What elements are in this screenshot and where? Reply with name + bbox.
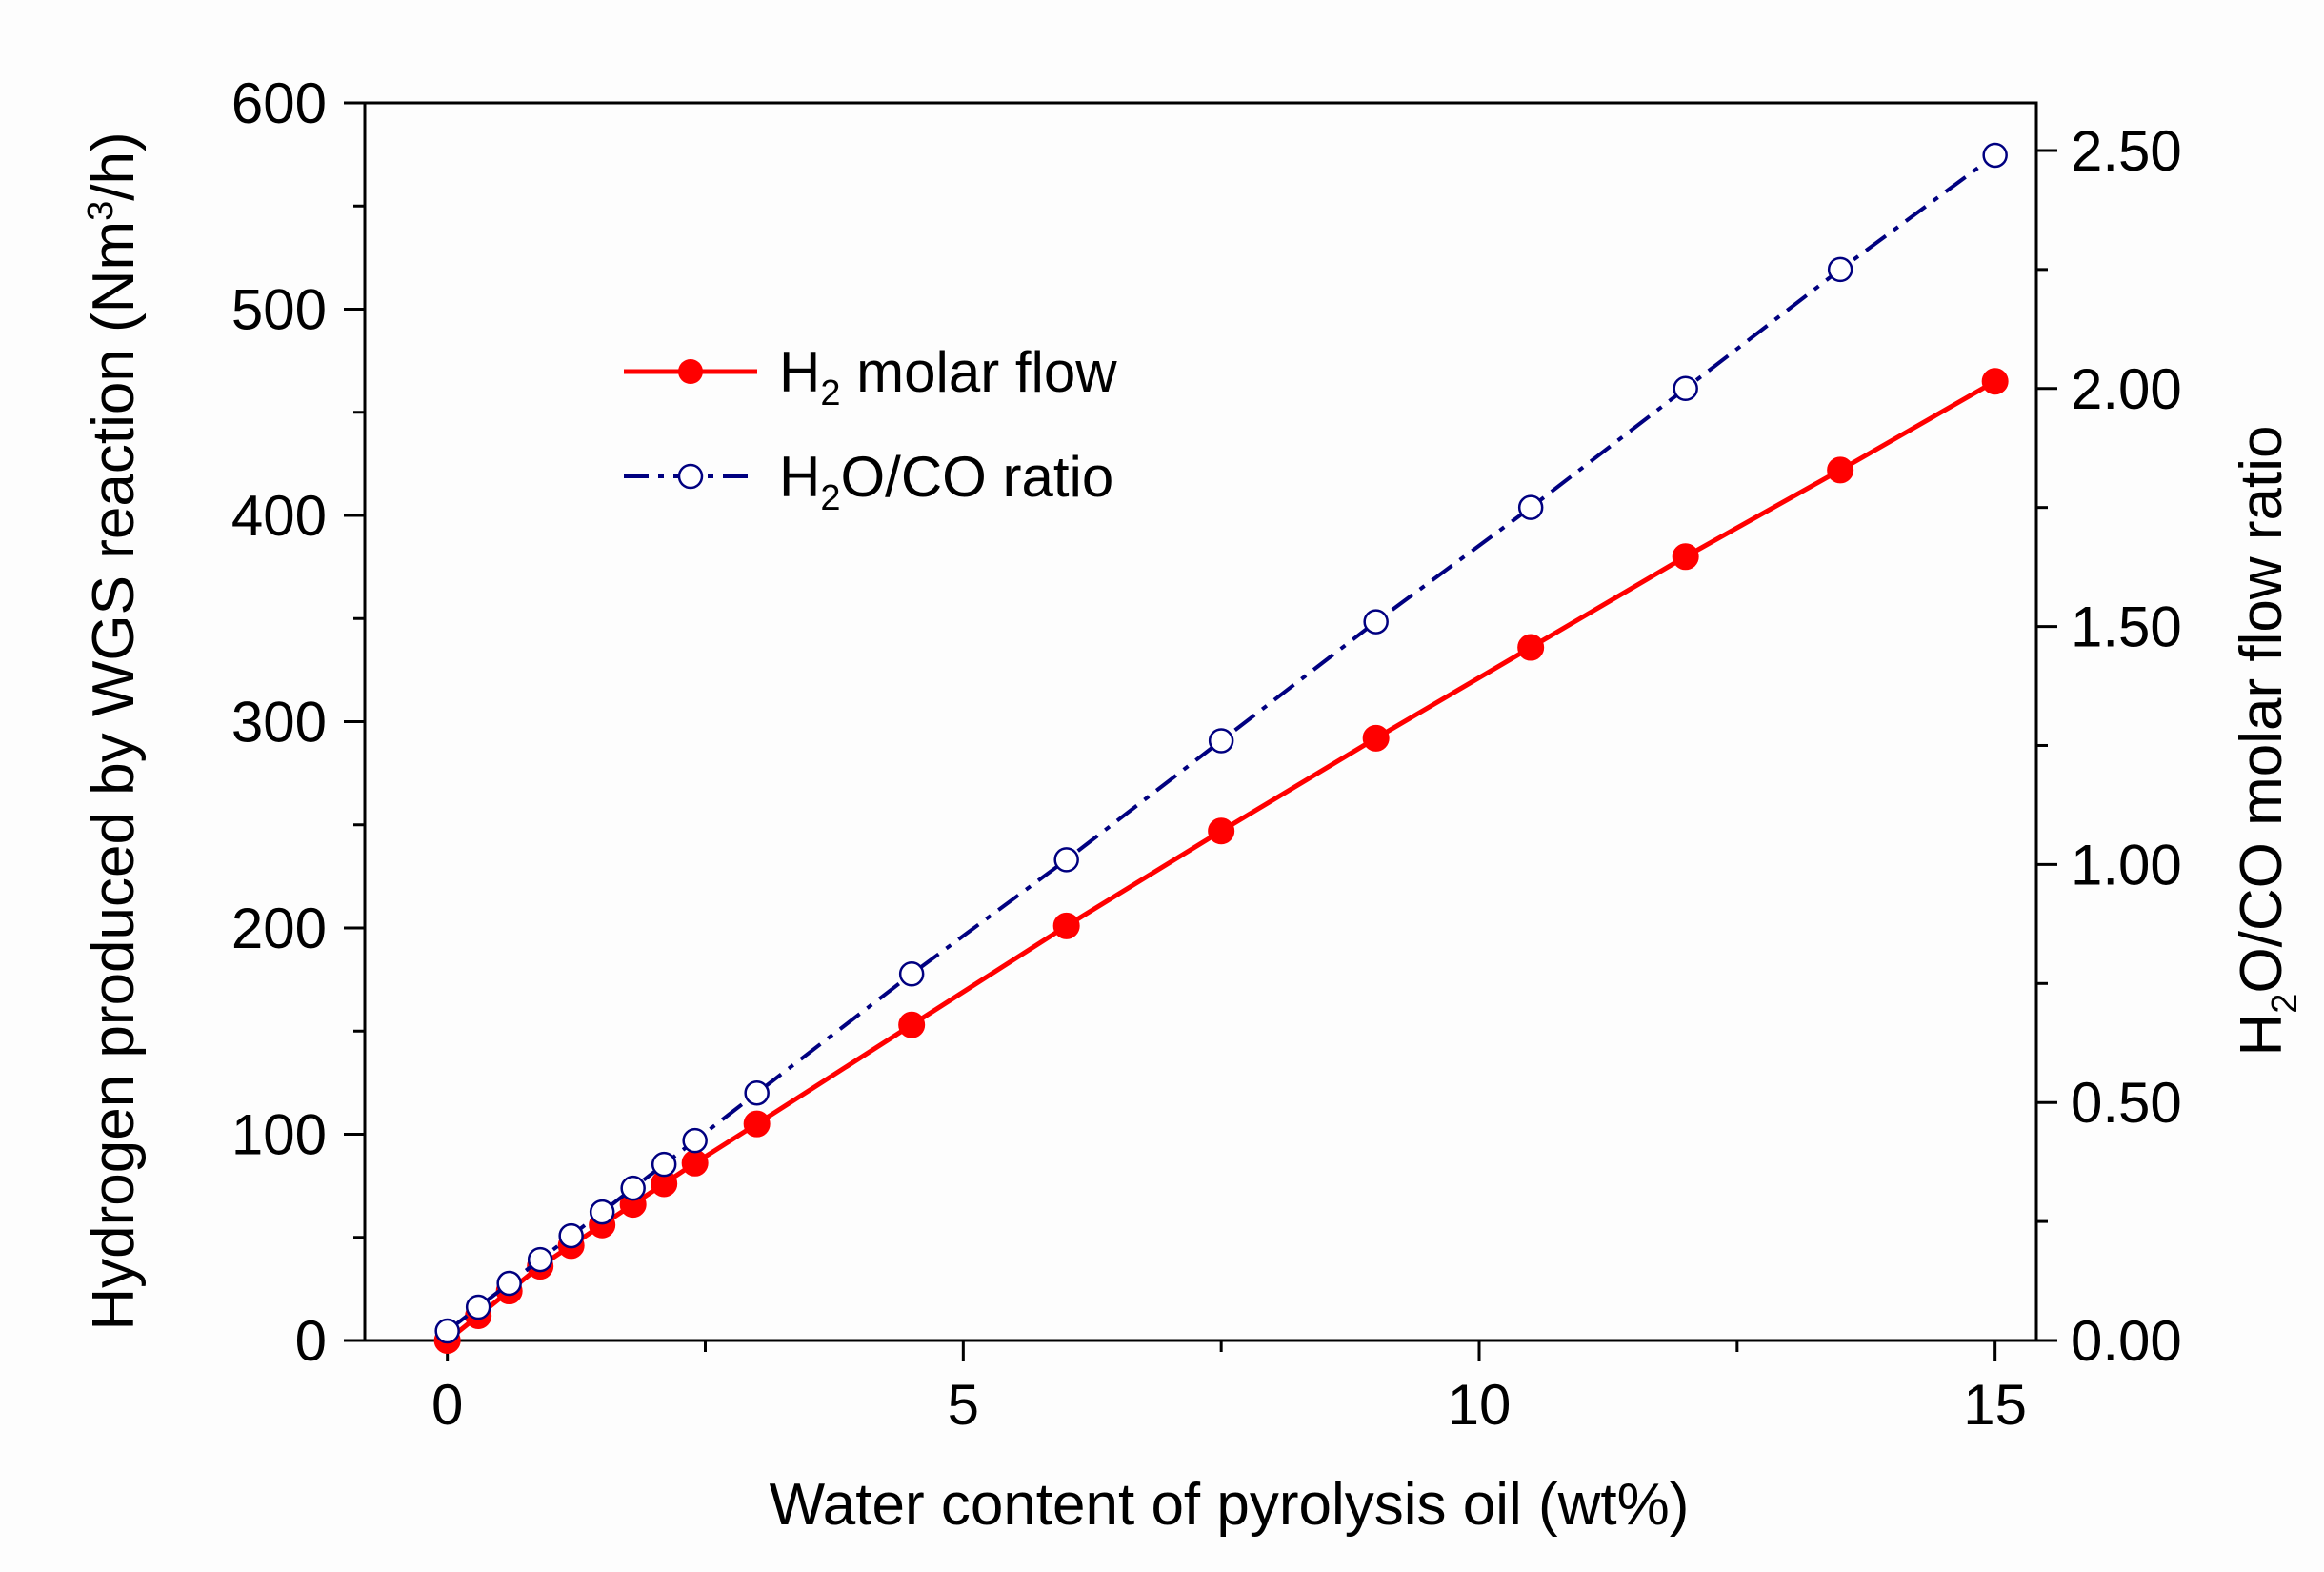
legend-marker-1 [677,463,704,490]
data-point [496,1270,522,1297]
data-point [681,1149,709,1177]
y2-axis-title-rest: O/CO molar flow ratio [2229,426,2294,994]
data-point [682,1127,708,1154]
y2-tick-label: 1.00 [2071,833,2182,897]
y-axis-title-sup: 3 [81,201,121,221]
y2-axis-title-h: H [2229,1014,2294,1057]
x-tick-label: 5 [948,1373,979,1437]
data-point [1517,634,1545,661]
y-tick-label: 400 [231,484,327,548]
data-point [1053,847,1079,873]
legend-label-sub: 2 [820,373,840,413]
plot-frame [363,101,2038,1342]
y2-axis-title-sub: 2 [2265,994,2305,1014]
data-point [1052,912,1080,939]
data-point [744,1079,770,1106]
data-point [620,1175,646,1201]
data-point [589,1199,615,1225]
y-tick-label: 500 [231,278,327,342]
data-point [1208,817,1235,845]
data-point [1362,724,1390,752]
data-point [1673,375,1698,402]
y-axis-title: Hydrogen produced by WGS reaction (Nm3/h… [81,131,147,1330]
y-axis-title-suffix: /h) [81,131,147,200]
y-tick-label: 100 [231,1103,327,1167]
y2-tick-label: 0.00 [2071,1309,2182,1373]
data-point [898,961,925,987]
data-point [1827,256,1853,283]
data-point [527,1246,553,1273]
x-tick-label: 15 [1963,1373,2027,1437]
data-point [434,1318,460,1344]
y2-tick-label: 2.00 [2071,357,2182,421]
y-tick-label: 0 [295,1309,327,1373]
legend-label-0: H2 molar flow [779,340,1117,413]
legend-label-1: H2O/CO ratio [779,445,1113,518]
data-point [1208,728,1234,754]
y-tick-label: 200 [231,897,327,960]
data-point [1363,609,1389,635]
data-point [743,1110,771,1138]
data-point [558,1222,584,1249]
legend-marker-0 [678,359,703,384]
legend-label-rest: molar flow [840,340,1117,404]
data-point [465,1294,491,1320]
y2-tick-label: 2.50 [2071,119,2182,183]
y2-tick-label: 1.50 [2071,595,2182,659]
legend-label-h: H [779,445,820,509]
y-axis-title-prefix: Hydrogen produced by WGS reaction (Nm [81,221,147,1331]
y-tick-label: 600 [231,71,327,135]
legend-label-h: H [779,340,820,404]
legend-label-rest: O/CO ratio [840,445,1113,509]
data-point [1827,456,1854,484]
legend-label-sub: 2 [820,478,840,518]
x-axis-title: Water content of pyrolysis oil (wt%) [770,1472,1690,1538]
x-tick-label: 10 [1448,1373,1512,1437]
y2-axis-title: H2O/CO molar flow ratio [2229,426,2305,1057]
y2-tick-label: 0.50 [2071,1071,2182,1135]
x-tick-label: 0 [431,1373,463,1437]
data-point [1982,142,2008,169]
series-line-0 [446,379,1996,1342]
data-point [1672,543,1699,571]
data-point [1981,368,2009,395]
data-point [1517,494,1544,520]
data-point [651,1151,677,1178]
data-point [898,1011,926,1038]
y-tick-label: 300 [231,691,327,755]
